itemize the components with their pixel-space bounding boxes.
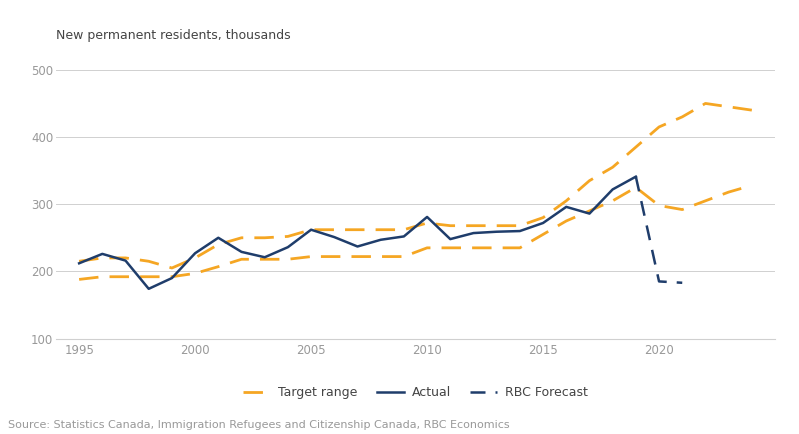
Target range xyxy=(190,255,200,260)
Actual xyxy=(237,249,246,254)
Line: Actual: Actual xyxy=(79,177,636,289)
Actual xyxy=(144,286,153,291)
Line: Target range: Target range xyxy=(79,103,752,268)
Actual xyxy=(260,255,269,260)
Target range xyxy=(701,101,710,106)
Target range xyxy=(585,178,594,183)
Actual xyxy=(446,237,455,242)
Actual xyxy=(74,261,84,266)
Actual xyxy=(376,237,385,242)
Target range xyxy=(237,235,246,240)
Target range xyxy=(492,223,502,228)
Actual xyxy=(562,204,571,210)
Target range xyxy=(515,223,525,228)
Actual xyxy=(167,276,177,281)
Actual xyxy=(97,251,107,256)
Target range xyxy=(306,227,316,232)
Target range xyxy=(608,164,618,170)
Actual xyxy=(469,230,479,236)
Actual xyxy=(585,211,594,216)
Target range xyxy=(399,227,408,232)
Target range xyxy=(469,223,479,228)
Target range xyxy=(446,223,455,228)
Target range xyxy=(121,255,130,260)
Actual xyxy=(492,229,502,234)
Actual xyxy=(539,220,548,226)
RBC Forecast xyxy=(631,174,641,179)
Actual xyxy=(608,187,618,192)
Actual xyxy=(399,234,408,239)
Actual xyxy=(213,235,223,240)
Target range xyxy=(329,227,339,232)
Target range xyxy=(352,227,362,232)
Actual xyxy=(283,245,292,250)
Text: Source: Statistics Canada, Immigration Refugees and Citizenship Canada, RBC Econ: Source: Statistics Canada, Immigration R… xyxy=(8,420,510,430)
Target range xyxy=(724,104,733,109)
Actual xyxy=(121,258,130,263)
Line: RBC Forecast: RBC Forecast xyxy=(636,177,682,283)
RBC Forecast xyxy=(678,280,687,286)
Actual xyxy=(352,244,362,249)
Target range xyxy=(747,108,757,113)
Target range xyxy=(631,145,641,150)
Target range xyxy=(539,215,548,220)
Target range xyxy=(213,242,223,247)
Target range xyxy=(376,227,385,232)
RBC Forecast xyxy=(654,279,664,284)
Target range xyxy=(167,265,177,271)
Target range xyxy=(97,255,107,260)
Target range xyxy=(423,220,432,226)
Legend: Target range, Actual, RBC Forecast: Target range, Actual, RBC Forecast xyxy=(238,381,593,404)
Text: New permanent residents, thousands: New permanent residents, thousands xyxy=(56,30,291,42)
Target range xyxy=(283,234,292,239)
Target range xyxy=(654,124,664,129)
Actual xyxy=(329,234,339,240)
Actual xyxy=(423,214,432,220)
Target range xyxy=(562,198,571,204)
Actual xyxy=(515,228,525,233)
Target range xyxy=(74,259,84,264)
Target range xyxy=(678,114,687,119)
Actual xyxy=(631,174,641,179)
Target range xyxy=(144,259,153,264)
Actual xyxy=(306,227,316,232)
Target range xyxy=(260,235,269,240)
Actual xyxy=(190,250,200,256)
